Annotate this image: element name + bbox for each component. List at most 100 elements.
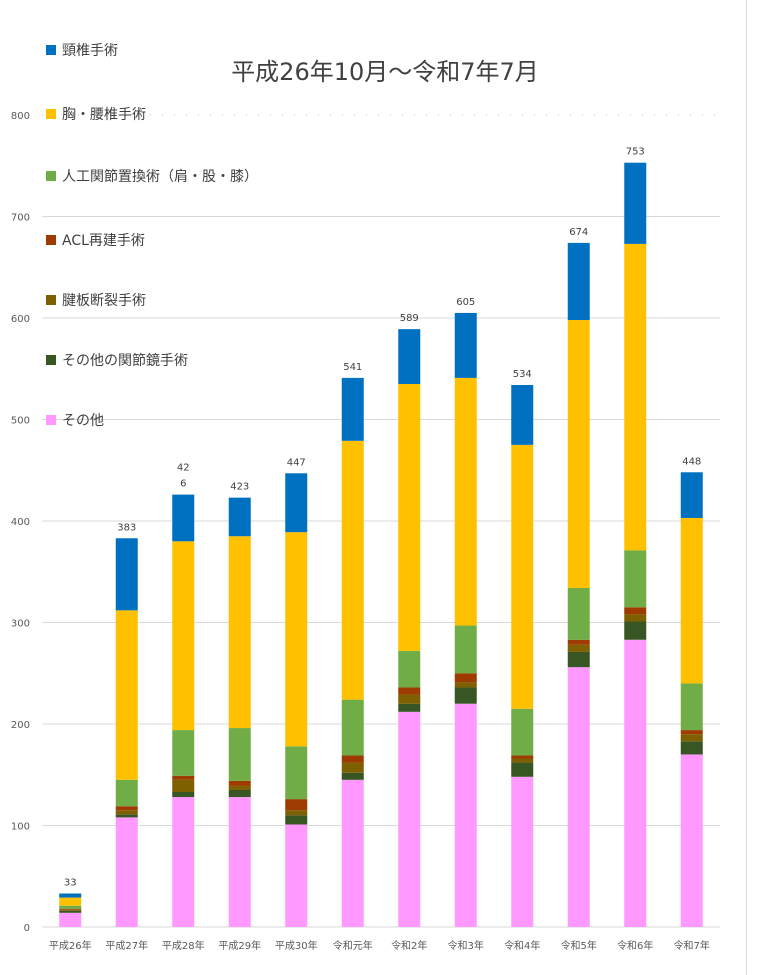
x-tick-label: 令和元年 — [333, 939, 373, 952]
legend-swatch — [46, 295, 56, 305]
legend-swatch — [46, 235, 56, 245]
bar-segment — [341, 762, 364, 773]
y-tick-label: 0 — [24, 923, 30, 934]
bar-segment — [59, 909, 82, 911]
bar-segment — [115, 538, 138, 611]
bar-segment — [398, 703, 421, 712]
legend-label: 人工関節置換術（肩・股・膝） — [62, 169, 258, 185]
bar-segment — [115, 814, 138, 818]
bar-segment — [228, 780, 251, 786]
bar-segment — [172, 494, 195, 542]
total-label: 448 — [682, 456, 701, 467]
bar-segment — [285, 746, 308, 800]
total-label: 423 — [230, 482, 249, 493]
chart-border — [746, 0, 747, 975]
bar-segment — [454, 682, 477, 688]
legend-label: 頸椎手術 — [62, 43, 118, 59]
y-tick-label: 200 — [11, 720, 30, 731]
bar-segment — [624, 621, 647, 640]
bar-segment — [228, 785, 251, 790]
bar-segment — [341, 440, 364, 700]
bar-segment — [285, 824, 308, 927]
bar-segment — [115, 817, 138, 927]
legend-item: その他の関節鏡手術 — [46, 350, 266, 372]
legend-swatch — [46, 45, 56, 55]
bar-segment — [567, 644, 590, 652]
bar-segment — [454, 625, 477, 674]
y-tick-label: 700 — [11, 213, 30, 224]
total-label: 589 — [400, 313, 419, 324]
x-tick-label: 平成29年 — [218, 939, 261, 952]
bar-segment — [115, 610, 138, 780]
bar-segment — [454, 312, 477, 378]
bar-segment — [115, 779, 138, 807]
bar-segment — [624, 162, 647, 244]
chart-title: 平成26年10月～令和7年7月 — [231, 58, 539, 86]
bar-segment — [624, 243, 647, 551]
legend-item: 胸・腰椎手術 — [46, 104, 266, 126]
bar-segment — [567, 667, 590, 927]
bar-segment — [59, 912, 82, 927]
bar-segment — [624, 607, 647, 615]
bar-segment — [567, 639, 590, 645]
x-tick-label: 令和2年 — [391, 939, 427, 952]
bar-segment — [454, 703, 477, 927]
bar-segment — [172, 730, 195, 776]
bar-segment — [511, 776, 534, 927]
total-label: 674 — [569, 227, 588, 238]
legend-item: その他 — [46, 410, 266, 432]
x-tick-label: 平成27年 — [105, 939, 148, 952]
bar-segment — [285, 799, 308, 811]
y-tick-label: 500 — [11, 416, 30, 427]
bar-segment — [285, 815, 308, 825]
bar-segment — [511, 384, 534, 445]
x-tick-label: 平成26年 — [49, 939, 92, 952]
bar-segment — [454, 377, 477, 626]
bar-segment — [115, 806, 138, 811]
bar-segment — [228, 797, 251, 927]
bar-segment — [567, 242, 590, 321]
bar-segment — [511, 755, 534, 759]
y-tick-label: 600 — [11, 314, 30, 325]
legend-item: ACL再建手術 — [46, 230, 266, 252]
bar-segment — [398, 687, 421, 695]
total-label: 753 — [626, 147, 645, 158]
bar-segment — [567, 651, 590, 668]
bar-segment — [341, 755, 364, 763]
x-tick-label: 令和3年 — [448, 939, 484, 952]
bar-segment — [228, 728, 251, 781]
bar-segment — [624, 639, 647, 927]
bar-segment — [341, 377, 364, 441]
bar-segment — [680, 730, 703, 735]
total-label: 33 — [64, 878, 77, 889]
y-tick-label: 300 — [11, 619, 30, 630]
legend-swatch — [46, 171, 56, 181]
y-tick-label: 400 — [11, 517, 30, 528]
bar-segment — [228, 789, 251, 798]
bar-segment — [511, 444, 534, 709]
total-label: 383 — [117, 522, 136, 533]
bar-segment — [680, 754, 703, 927]
bar-segment — [511, 708, 534, 756]
legend-item: 腱板断裂手術 — [46, 290, 266, 312]
legend-item: 頸椎手術 — [46, 40, 266, 62]
bar-segment — [680, 472, 703, 518]
x-tick-label: 令和6年 — [617, 939, 653, 952]
bar-segment — [341, 779, 364, 927]
bar-segment — [680, 741, 703, 755]
bar-segment — [341, 772, 364, 780]
bar-segment — [115, 810, 138, 815]
legend-label: その他の関節鏡手術 — [62, 353, 188, 369]
x-tick-label: 令和7年 — [674, 939, 710, 952]
bar-segment — [398, 711, 421, 927]
total-label: 447 — [287, 457, 306, 468]
bar-segment — [511, 758, 534, 763]
bar-segment — [59, 897, 82, 906]
legend-item: 人工関節置換術（肩・股・膝） — [46, 166, 266, 188]
legend-swatch — [46, 109, 56, 119]
bar-segment — [398, 694, 421, 704]
total-label: 42 6 — [177, 463, 190, 490]
bar-segment — [680, 517, 703, 684]
x-tick-label: 令和5年 — [561, 939, 597, 952]
